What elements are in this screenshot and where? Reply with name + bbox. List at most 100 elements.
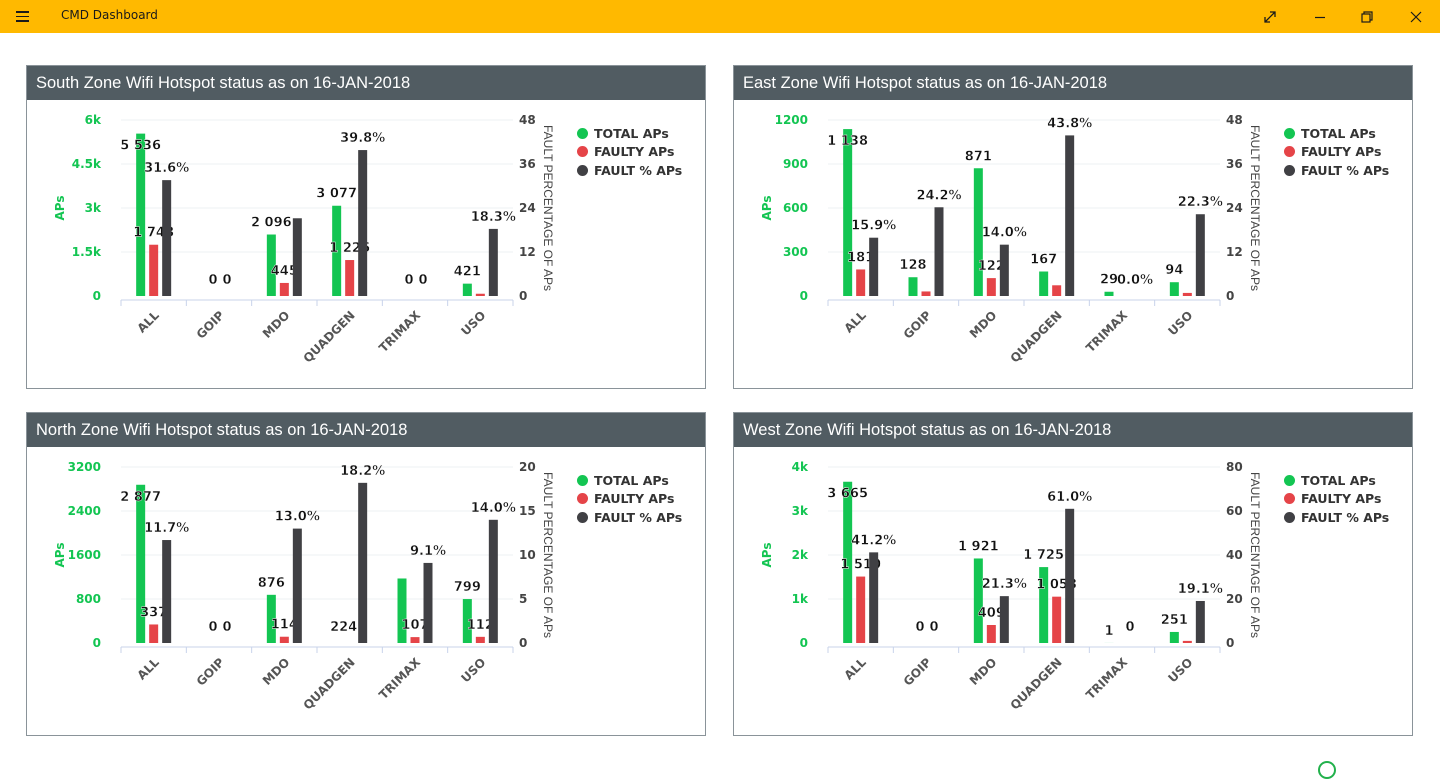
legend-item[interactable]: FAULTY APs — [1284, 490, 1389, 509]
data-label: 2 877 — [120, 490, 161, 505]
left-axis-tick: 2k — [792, 548, 809, 562]
right-axis-tick: 10 — [519, 548, 536, 562]
north-zone-panel: North Zone Wifi Hotspot status as on 16-… — [26, 412, 706, 736]
legend-item[interactable]: FAULTY APs — [577, 143, 682, 162]
bar-total-aps — [843, 129, 852, 296]
legend-item[interactable]: FAULT % APs — [1284, 508, 1389, 527]
data-label: 0 — [418, 273, 427, 288]
close-button[interactable] — [1393, 0, 1439, 33]
bar-fault-aps — [869, 238, 878, 296]
bar-fault-aps — [869, 552, 878, 643]
category-label: MDO — [967, 655, 1000, 688]
bar-fault-aps — [489, 520, 498, 643]
data-label: 24.2% — [916, 188, 961, 203]
right-axis-tick: 24 — [519, 201, 536, 215]
restore-button[interactable] — [1344, 0, 1390, 33]
category-label: ALL — [134, 655, 162, 683]
category-label: ALL — [841, 308, 869, 336]
legend-item[interactable]: FAULT % APs — [1284, 161, 1389, 180]
legend-label: FAULT % APs — [594, 510, 682, 525]
right-axis-tick: 20 — [1226, 592, 1243, 606]
bar-fault-aps — [1000, 245, 1009, 296]
bar-total-aps — [974, 558, 983, 643]
bar-fault-aps — [358, 150, 367, 296]
bar-faulty-aps — [280, 283, 289, 296]
bar-faulty-aps — [1052, 285, 1061, 296]
bar-faulty-aps — [345, 260, 354, 296]
bar-fault-aps — [293, 529, 302, 643]
legend-item[interactable]: FAULTY APs — [1284, 143, 1389, 162]
hamburger-menu-button[interactable] — [12, 8, 34, 26]
category-label: TRIMAX — [1083, 308, 1130, 355]
left-axis-title: APs — [760, 542, 774, 567]
data-label: 0 — [404, 273, 413, 288]
bar-faulty-aps — [856, 577, 865, 643]
minimize-button[interactable] — [1297, 0, 1343, 33]
right-axis-tick: 0 — [1226, 636, 1234, 650]
panel-title: East Zone Wifi Hotspot status as on 16-J… — [734, 66, 1412, 100]
category-label: GOIP — [194, 655, 228, 689]
data-label: 0 — [208, 620, 217, 635]
data-label: 11.7% — [144, 521, 189, 536]
right-axis-tick: 36 — [1226, 157, 1243, 171]
left-axis-tick: 3k — [85, 201, 102, 215]
bar-total-aps — [1170, 282, 1179, 296]
legend-item[interactable]: TOTAL APs — [1284, 471, 1389, 490]
legend-label: FAULTY APs — [1301, 491, 1381, 506]
data-label: 0.0% — [1117, 273, 1153, 288]
left-axis-title: APs — [760, 195, 774, 220]
left-axis-tick: 3200 — [68, 460, 101, 474]
legend-dot-icon — [577, 146, 588, 157]
right-axis-title: FAULT PERCENTAGE OF APs — [1248, 472, 1262, 638]
data-label: 19.1% — [1178, 582, 1223, 597]
bar-faulty-aps — [1183, 641, 1192, 643]
data-label: 1 — [1104, 624, 1113, 639]
data-label: 251 — [1161, 613, 1188, 628]
right-axis-tick: 0 — [519, 636, 527, 650]
data-label: 871 — [965, 149, 992, 164]
data-label: 94 — [1165, 263, 1183, 278]
panel-title: North Zone Wifi Hotspot status as on 16-… — [27, 413, 705, 447]
legend-label: FAULT % APs — [1301, 163, 1389, 178]
data-label: 15.9% — [851, 219, 896, 234]
left-axis-tick: 0 — [93, 636, 101, 650]
east-zone-panel: East Zone Wifi Hotspot status as on 16-J… — [733, 65, 1413, 389]
panel-title: West Zone Wifi Hotspot status as on 16-J… — [734, 413, 1412, 447]
right-axis-tick: 12 — [1226, 245, 1243, 259]
expand-button[interactable] — [1247, 0, 1293, 33]
south-zone-panel: South Zone Wifi Hotspot status as on 16-… — [26, 65, 706, 389]
right-axis-tick: 15 — [519, 504, 536, 518]
right-axis-title: FAULT PERCENTAGE OF APs — [541, 472, 555, 638]
legend-item[interactable]: TOTAL APs — [577, 471, 682, 490]
left-axis-tick: 800 — [76, 592, 101, 606]
category-label: GOIP — [901, 655, 935, 689]
category-label: TRIMAX — [376, 655, 423, 702]
bar-faulty-aps — [476, 294, 485, 296]
bar-faulty-aps — [987, 278, 996, 296]
bar-faulty-aps — [149, 624, 158, 643]
legend-item[interactable]: FAULT % APs — [577, 161, 682, 180]
bar-fault-aps — [162, 540, 171, 643]
right-axis-tick: 12 — [519, 245, 536, 259]
bar-faulty-aps — [476, 637, 485, 643]
data-label: 14.0% — [982, 226, 1027, 241]
legend-item[interactable]: TOTAL APs — [577, 124, 682, 143]
bar-total-aps — [398, 578, 407, 643]
right-axis-tick: 48 — [1226, 113, 1243, 127]
legend-item[interactable]: FAULTY APs — [577, 490, 682, 509]
category-label: USO — [1165, 308, 1195, 338]
bar-faulty-aps — [411, 637, 420, 643]
left-axis-tick: 4.5k — [72, 157, 102, 171]
category-label: MDO — [967, 308, 1000, 341]
legend-item[interactable]: TOTAL APs — [1284, 124, 1389, 143]
category-label: GOIP — [194, 308, 228, 342]
data-label: 43.8% — [1047, 116, 1092, 131]
bar-fault-aps — [162, 180, 171, 296]
data-label: 0 — [208, 273, 217, 288]
data-label: 9.1% — [410, 544, 446, 559]
legend-dot-icon — [1284, 512, 1295, 523]
data-label: 2 096 — [251, 216, 292, 231]
category-label: TRIMAX — [1083, 655, 1130, 702]
legend-item[interactable]: FAULT % APs — [577, 508, 682, 527]
